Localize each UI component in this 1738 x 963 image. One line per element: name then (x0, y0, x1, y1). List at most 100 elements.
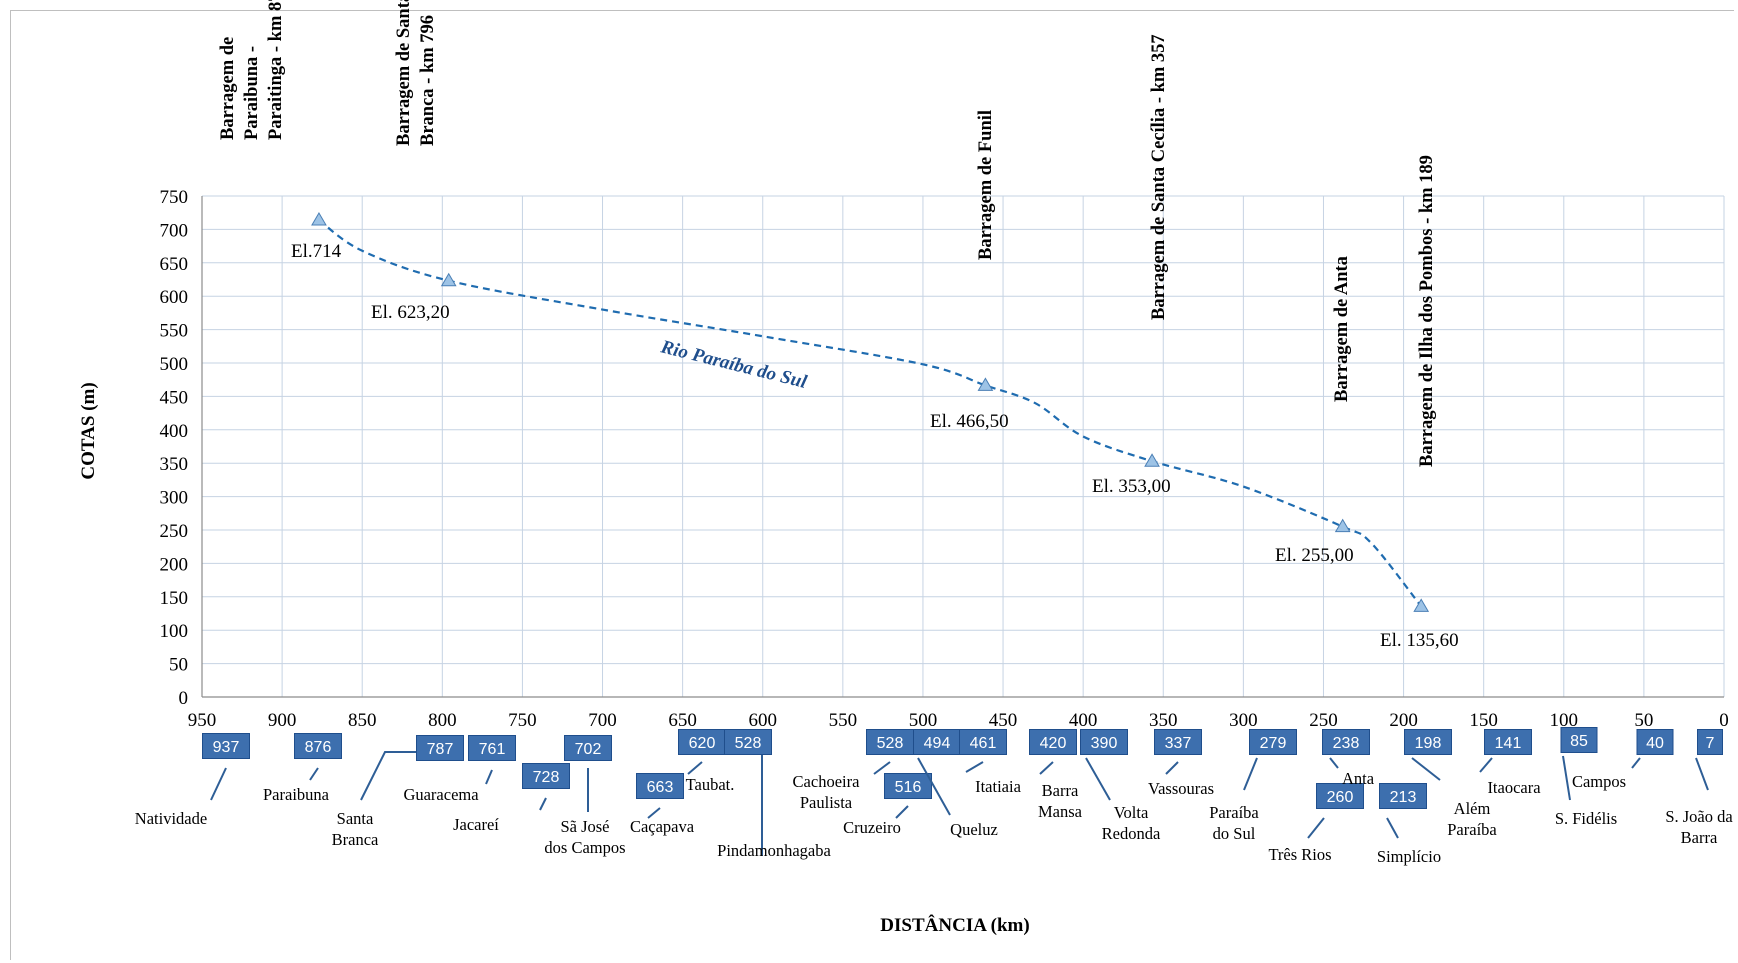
x-tick-label: 550 (829, 710, 858, 731)
city-name: S. João da Barra (1665, 807, 1733, 847)
km-badge (636, 773, 684, 799)
city-leader-line (917, 757, 951, 816)
city-name-line: S. João da (1665, 807, 1733, 826)
km-badge (1404, 729, 1452, 755)
city-leader-line (539, 797, 547, 811)
city-name-line: Simplício (1377, 847, 1441, 866)
city-name-line: do Sul (1213, 824, 1256, 843)
city-leader-line (309, 767, 319, 781)
city-marker: 528 Pindamonhagaba (717, 729, 831, 860)
city-leader-line (1695, 757, 1709, 791)
city-marker: 213 Simplício (1377, 783, 1441, 866)
y-tick-label: 500 (160, 354, 189, 375)
km-badge-label: 528 (735, 735, 762, 752)
city-name: Queluz (950, 820, 998, 839)
city-name-line: Branca (332, 830, 379, 849)
km-badge (884, 773, 932, 799)
city-marker: 260 Três Rios (1268, 783, 1364, 864)
dam-name-line: Barragem de Ilha dos Pombos - km 189 (1417, 155, 1437, 467)
dam-elevation-label: El.714 (291, 241, 342, 262)
km-badge-label: 198 (1415, 735, 1442, 752)
city-marker: 390 Volta Redonda (1080, 729, 1161, 843)
city-leader-line (647, 807, 661, 819)
dam-name: Barragem de Santa Cecília - km 357 (1149, 34, 1169, 320)
city-leader-line (1631, 757, 1641, 769)
city-name: Itatiaia (975, 777, 1021, 796)
km-badge (1560, 727, 1598, 753)
city-marker: 728 Jacareí (453, 763, 570, 834)
x-tick-label: 750 (508, 710, 537, 731)
km-badge-label: 420 (1040, 735, 1067, 752)
km-badge-label: 279 (1260, 735, 1287, 752)
km-badge-label: 390 (1091, 735, 1118, 752)
city-name: Santa Branca (332, 809, 379, 849)
city-marker: 761 Guaracema (403, 735, 516, 804)
x-tick-label: 150 (1469, 710, 1498, 731)
city-marker: 238 Anta (1322, 729, 1375, 788)
km-badge-label: 7 (1706, 735, 1715, 752)
city-leader-line (895, 805, 909, 819)
y-tick-label: 250 (160, 521, 189, 542)
x-tick-label: 900 (268, 710, 297, 731)
city-name-line: Itaocara (1487, 778, 1541, 797)
km-badge-label: 528 (877, 735, 904, 752)
km-badge-label: 516 (895, 779, 922, 796)
city-leader-line (1411, 757, 1441, 781)
dam-name-line: Barragem de Santa Cecília - km 357 (1149, 34, 1169, 320)
km-badge (1322, 729, 1370, 755)
city-name-line: Três Rios (1268, 845, 1331, 864)
city-name: Campos (1572, 772, 1626, 791)
x-tick-label: 850 (348, 710, 377, 731)
tick-labels: 0501001502002503003504004505005506006507… (160, 187, 1729, 731)
km-badge-label: 141 (1495, 735, 1522, 752)
city-name: Barra Mansa (1038, 781, 1083, 821)
city-name-line: Sã José (560, 817, 609, 836)
dam-name: Barragem de Ilha dos Pombos - km 189 (1417, 155, 1437, 467)
city-leader-line (1243, 757, 1258, 791)
km-badge (1379, 783, 1427, 809)
y-tick-label: 0 (179, 688, 189, 709)
city-name-line: Mansa (1038, 802, 1083, 821)
city-marker: 141 Itaocara (1479, 729, 1541, 797)
dam-name: Barragem de Funil (976, 110, 996, 260)
y-tick-label: 200 (160, 554, 189, 575)
km-badge (564, 735, 612, 761)
city-marker: 461 Itatiaia (959, 729, 1022, 796)
x-tick-label: 50 (1634, 710, 1653, 731)
city-leader-line (1329, 757, 1339, 769)
city-name: Paraibuna (263, 785, 330, 804)
dam-name-line: Barragem de Anta (1332, 256, 1352, 402)
city-marker: 528 Cachoeira Paulista (793, 729, 914, 812)
km-badge (1697, 729, 1723, 755)
city-name-line: Santa (337, 809, 374, 828)
dam-marker (440, 272, 457, 287)
km-badge-label: 620 (689, 735, 716, 752)
km-badge-label: 238 (1333, 735, 1360, 752)
dam-name-line: Paraitinga - km 877 (266, 0, 286, 140)
city-name-line: Itatiaia (975, 777, 1021, 796)
x-tick-label: 250 (1309, 710, 1338, 731)
city-marker: 937 Natividade (135, 733, 250, 828)
city-name-line: Pindamonhagaba (717, 841, 831, 860)
y-tick-label: 700 (160, 220, 189, 241)
km-badge-label: 337 (1165, 735, 1192, 752)
city-marker: 279 Paraíba do Sul (1209, 729, 1297, 843)
dam-marker (1144, 453, 1160, 467)
river-profile: Rio Paraíba do Sul (318, 219, 1423, 608)
dam-marker (1413, 598, 1430, 612)
dam-name-line: Barragem de (218, 37, 238, 140)
km-badge-label: 787 (427, 741, 454, 758)
dam-name-line: Paraibuna - (242, 46, 262, 140)
chart-frame (10, 10, 1734, 960)
city-name-line: Paulista (800, 793, 853, 812)
river-profile-line (318, 219, 1423, 608)
city-marker: 787 Santa Branca (332, 735, 464, 849)
city-leader-line (1165, 761, 1179, 775)
x-tick-label: 800 (428, 710, 457, 731)
y-tick-label: 100 (160, 621, 189, 642)
city-name: Taubat. (686, 775, 735, 794)
dam-name: Barragem de Santa Branca - km 796 (394, 0, 438, 146)
y-tick-label: 400 (160, 421, 189, 442)
